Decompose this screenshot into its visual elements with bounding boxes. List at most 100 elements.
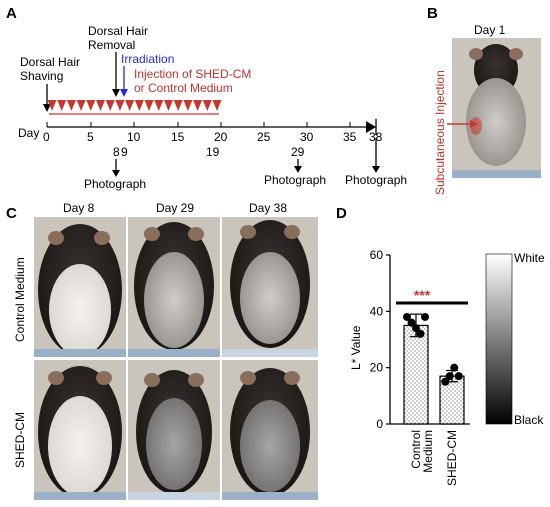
tick-label-0: 0	[43, 130, 50, 144]
shaving-label-line2: Shaving	[20, 69, 63, 83]
mouse-ear	[48, 231, 64, 245]
mark-day-29: 29	[291, 145, 305, 159]
injection-arrow	[154, 100, 164, 111]
timeline-ticks	[46, 122, 351, 127]
x-tick-label: SHED-CM	[445, 430, 459, 486]
column-label-day-29: Day 29	[156, 201, 194, 215]
removal-label-line1: Dorsal Hair	[88, 24, 148, 38]
mouse-ear	[144, 373, 160, 387]
shaving-label-line1: Dorsal Hair	[20, 55, 80, 69]
mouse-ear	[94, 231, 110, 245]
subcutaneous-injection-label: Subcutaneous Injection	[433, 70, 447, 195]
column-label-day-8: Day 8	[63, 201, 95, 215]
irradiation-label: Irradiation	[121, 52, 174, 66]
photo-shed-day-8	[34, 360, 126, 500]
tick-label-30: 30	[300, 130, 314, 144]
x-tick-label: Medium	[421, 430, 435, 473]
tick-label-5: 5	[87, 130, 94, 144]
injection-arrow	[76, 100, 86, 111]
tick-label-15: 15	[171, 130, 185, 144]
photograph-label-3: Photograph	[345, 173, 407, 187]
injection-arrow	[144, 100, 154, 111]
injection-arrow	[193, 100, 203, 111]
mouse-ear	[469, 48, 483, 60]
tick-label-25: 25	[257, 130, 271, 144]
injection-arrow	[173, 100, 183, 111]
panel-d-letter: D	[336, 205, 347, 222]
photo-control-day-8	[34, 217, 126, 357]
y-tick-label: 0	[376, 417, 383, 431]
injection-arrow	[47, 100, 57, 111]
panel-a-letter: A	[6, 5, 17, 22]
data-point	[421, 312, 429, 321]
panel-b: B Day 1 Subcutaneous Injection	[427, 5, 541, 195]
photo-shed-day-38	[222, 360, 318, 500]
data-point	[441, 377, 450, 386]
tick-label-38: 38	[369, 130, 383, 144]
irradiation-arrowhead	[120, 89, 128, 97]
tick-label-10: 10	[127, 130, 141, 144]
regrowth-area	[240, 400, 300, 492]
shaved-back	[466, 78, 526, 166]
injection-arrow	[115, 100, 125, 111]
regrowth-area	[146, 398, 202, 490]
mouse-ear	[188, 227, 204, 241]
photo-ruler	[34, 492, 126, 500]
mouse-ear	[144, 227, 160, 241]
tick-label-35: 35	[343, 130, 357, 144]
mark-day-9: 9	[121, 145, 128, 159]
photo-ruler	[222, 492, 318, 500]
injection-arrow	[66, 100, 76, 111]
tick-label-20: 20	[214, 130, 228, 144]
bar	[403, 324, 429, 425]
mouse-ear	[509, 48, 523, 60]
photo-ruler	[34, 349, 126, 357]
data-point	[416, 329, 425, 338]
photo-arrowhead-3	[372, 166, 380, 173]
day-label: Day	[18, 126, 39, 140]
shaved-back	[48, 396, 112, 496]
data-point	[454, 372, 463, 381]
x-tick-label: Control	[409, 430, 423, 469]
gradient-label-white: White	[514, 251, 545, 265]
regrowth-area	[240, 252, 300, 344]
injection-arrow	[134, 100, 144, 111]
photo-control-day-29	[128, 217, 220, 357]
data-point	[403, 312, 411, 321]
mouse-ear	[188, 373, 204, 387]
injection-arrow	[96, 100, 106, 111]
mark-day-19: 19	[206, 145, 220, 159]
panel-c: C Day 8 Day 29 Day 38 Control Medium SHE…	[6, 201, 318, 500]
mouse-ear	[240, 225, 256, 239]
data-point	[450, 363, 459, 372]
injection-arrow	[183, 100, 193, 111]
injection-arrow	[57, 100, 67, 111]
injection-arrow	[86, 100, 96, 111]
mouse-ear	[284, 371, 300, 385]
removal-label-line2: Removal	[88, 38, 135, 52]
photo-ruler	[452, 170, 541, 178]
injection-arrow	[163, 100, 173, 111]
photo-ruler	[222, 349, 318, 357]
injection-label-line2: or Control Medium	[134, 81, 233, 95]
mouse-ear	[284, 225, 300, 239]
y-tick-label: 40	[370, 304, 384, 318]
photo-ruler	[128, 349, 220, 357]
injection-arrow	[125, 100, 135, 111]
injection-pointer-head	[470, 120, 478, 128]
row-label-shed-cm: SHED-CM	[13, 412, 27, 468]
data-point	[412, 324, 420, 333]
significance-stars: ***	[414, 287, 431, 303]
injection-arrow	[212, 100, 222, 111]
mouse-ear	[48, 371, 64, 385]
mouse-photo-day-1	[452, 38, 541, 178]
photograph-label-1: Photograph	[84, 177, 146, 191]
panel-b-letter: B	[427, 5, 438, 22]
mouse-ear	[96, 371, 112, 385]
y-axis-label: L* Value	[349, 325, 363, 370]
shaving-arrowhead	[43, 104, 51, 112]
timeline-arrowhead	[366, 121, 376, 133]
